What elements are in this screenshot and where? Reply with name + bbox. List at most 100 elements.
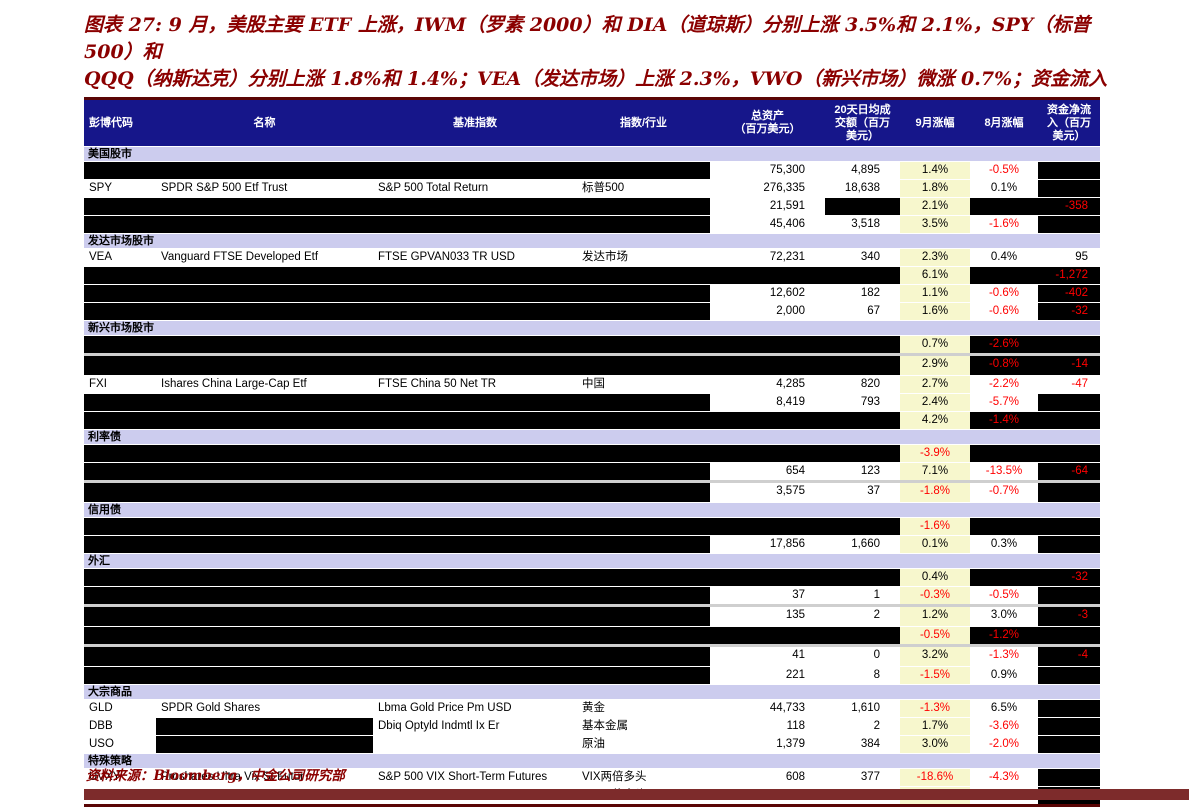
redacted-cell-industry [577,647,710,666]
cell-assets: 221 [710,667,825,684]
redacted-cell-industry [577,607,710,626]
redacted-cell-code [84,587,156,604]
table-row: GLD SPDR Gold Shares Lbma Gold Price Pm US… [84,699,1100,717]
column-header-volume: 20天日均成 交额（百万 美元） [834,103,891,142]
redacted-cell-aug-return [970,198,1038,215]
cell-sep-return: 0.7% [900,336,970,353]
cell-assets: 2,000 [710,303,825,320]
table-row: 4.2% -1.4% [84,411,1100,429]
cell-aug-return: -0.6% [970,285,1038,302]
cell-benchmark: S&P 500 VIX Short-Term Futures [373,769,577,786]
cell-code: SPY [84,180,156,197]
redacted-cell-assets [710,569,825,586]
redacted-cell-net-flow [1038,627,1100,644]
cell-volume: 820 [825,376,900,393]
cell-assets: 75,300 [710,162,825,179]
cell-aug-return: -0.5% [970,587,1038,604]
cell-sep-return: 1.7% [900,718,970,735]
redacted-cell-assets [710,627,825,644]
table-row: 17,856 1,660 0.1% 0.3% [84,535,1100,553]
cell-aug-return: 0.4% [970,249,1038,266]
cell-sep-return: 7.1% [900,463,970,480]
redacted-cell-industry [577,285,710,302]
table-row: SPY SPDR S&P 500 Etf Trust S&P 500 Total R… [84,179,1100,197]
redacted-cell-aug-return [970,445,1038,462]
table-row: 75,300 4,895 1.4% -0.5% [84,161,1100,179]
column-header-assets: 总资产 （百万美元） [734,110,801,135]
redacted-cell-code [84,285,156,302]
redacted-cell-code [84,394,156,411]
redacted-cell-benchmark [373,394,577,411]
redacted-cell-net-flow: -32 [1038,569,1100,586]
redacted-cell-net-flow [1038,667,1100,684]
cell-assets: 3,575 [710,483,825,502]
cell-benchmark: Dbiq Optyld Indmtl Ix Er [373,718,577,735]
cell-sep-return: 2.1% [900,198,970,215]
redacted-cell-benchmark [373,303,577,320]
redacted-cell-net-flow [1038,587,1100,604]
cell-assets: 12,602 [710,285,825,302]
cell-assets: 1,379 [710,736,825,753]
table-row: 12,602 182 1.1% -0.6% -402 [84,284,1100,302]
redacted-cell-volume [825,518,900,535]
cell-code: DBB [84,718,156,735]
cell-sep-return: 3.0% [900,736,970,753]
cell-benchmark: Lbma Gold Price Pm USD [373,700,577,717]
table-row: 41 0 3.2% -1.3% -4 [84,644,1100,666]
redacted-cell-benchmark [373,587,577,604]
cell-volume: 340 [825,249,900,266]
redacted-cell-net-flow: -32 [1038,303,1100,320]
redacted-cell-name [156,445,373,462]
cell-assets: 72,231 [710,249,825,266]
redacted-cell-benchmark [373,518,577,535]
redacted-cell-name [156,356,373,375]
redacted-cell-benchmark [373,667,577,684]
cell-benchmark: FTSE China 50 Net TR [373,376,577,393]
redacted-cell-name [156,463,373,480]
cell-assets: 8,419 [710,394,825,411]
redacted-cell-industry [577,216,710,233]
table-row: 0.4% -32 [84,568,1100,586]
redacted-cell-volume [825,569,900,586]
table-row: 221 8 -1.5% 0.9% [84,666,1100,684]
redacted-cell-code [84,463,156,480]
cell-code: GLD [84,700,156,717]
cell-sep-return: 0.1% [900,536,970,553]
table-row: 654 123 7.1% -13.5% -64 [84,462,1100,480]
cell-sep-return: 3.2% [900,647,970,666]
figure-title-line-1: 图表 27: 9 月，美股主要 ETF 上涨，IWM（罗素 2000）和 DIA… [84,14,1091,63]
redacted-cell-benchmark [373,198,577,215]
cell-assets: 135 [710,607,825,626]
cell-sep-return: 2.4% [900,394,970,411]
bottom-rule [84,789,1189,800]
redacted-cell-benchmark [373,445,577,462]
cell-sep-return: 1.2% [900,607,970,626]
cell-net-flow: 95 [1038,249,1100,266]
cell-sep-return: -1.3% [900,700,970,717]
cell-aug-return: 3.0% [970,607,1038,626]
redacted-cell-name [156,483,373,502]
cell-name: Proshares Ultra Vix St Futur [156,769,373,786]
table-row: 2,000 67 1.6% -0.6% -32 [84,302,1100,320]
redacted-cell-code [84,303,156,320]
redacted-cell-net-flow [1038,483,1100,502]
section-header: 利率债 [84,429,1100,444]
redacted-cell-name [156,627,373,644]
cell-volume: 2 [825,718,900,735]
redacted-cell-benchmark [373,536,577,553]
section-header: 新兴市场股市 [84,320,1100,335]
cell-volume: 8 [825,667,900,684]
table-row: 0.7% -2.6% [84,335,1100,353]
cell-volume: 0 [825,647,900,666]
redacted-cell-benchmark [373,607,577,626]
cell-benchmark: FTSE GPVAN033 TR USD [373,249,577,266]
redacted-cell-volume [825,356,900,375]
redacted-cell-name [156,303,373,320]
section-header: 信用债 [84,502,1100,517]
cell-aug-return: -0.7% [970,483,1038,502]
table-row: 21,591 2.1% -358 [84,197,1100,215]
table-row: 135 2 1.2% 3.0% -3 [84,604,1100,626]
column-header-code: 彭博代码 [89,116,133,129]
redacted-cell-volume [825,627,900,644]
redacted-cell-aug-return: -2.6% [970,336,1038,353]
